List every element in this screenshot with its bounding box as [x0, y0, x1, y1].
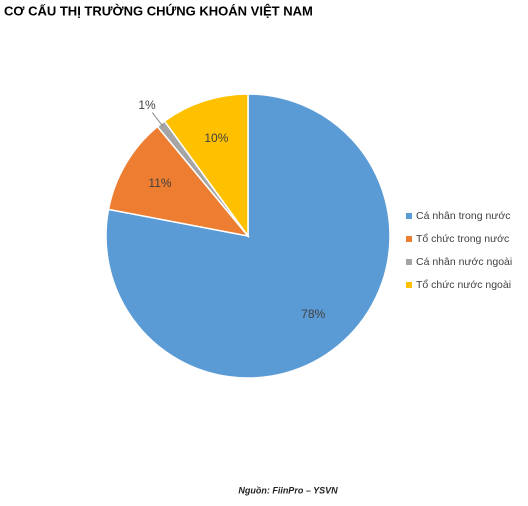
leader-line: [151, 112, 164, 127]
chart-title: CƠ CẤU THỊ TRƯỜNG CHỨNG KHOÁN VIỆT NAM: [4, 3, 313, 18]
data-label: 11%: [148, 176, 171, 190]
legend-label: Tổ chức nước ngoài: [416, 279, 511, 291]
legend-swatch: [406, 259, 412, 265]
pie-slice: [163, 93, 249, 239]
data-label: 1%: [138, 98, 156, 112]
legend-label: Cá nhân nước ngoài: [416, 256, 512, 268]
legend-label: Cá nhân trong nước: [416, 210, 510, 222]
source-note: Nguồn: FiinPro – YSVN: [238, 485, 338, 495]
legend-swatch: [406, 236, 412, 242]
data-label: 78%: [301, 307, 325, 321]
legend-swatch: [406, 282, 412, 288]
legend-label: Tổ chức trong nước: [416, 233, 509, 245]
data-label: 10%: [204, 131, 228, 145]
pie-slice: [107, 125, 250, 238]
legend-swatch: [406, 213, 412, 219]
